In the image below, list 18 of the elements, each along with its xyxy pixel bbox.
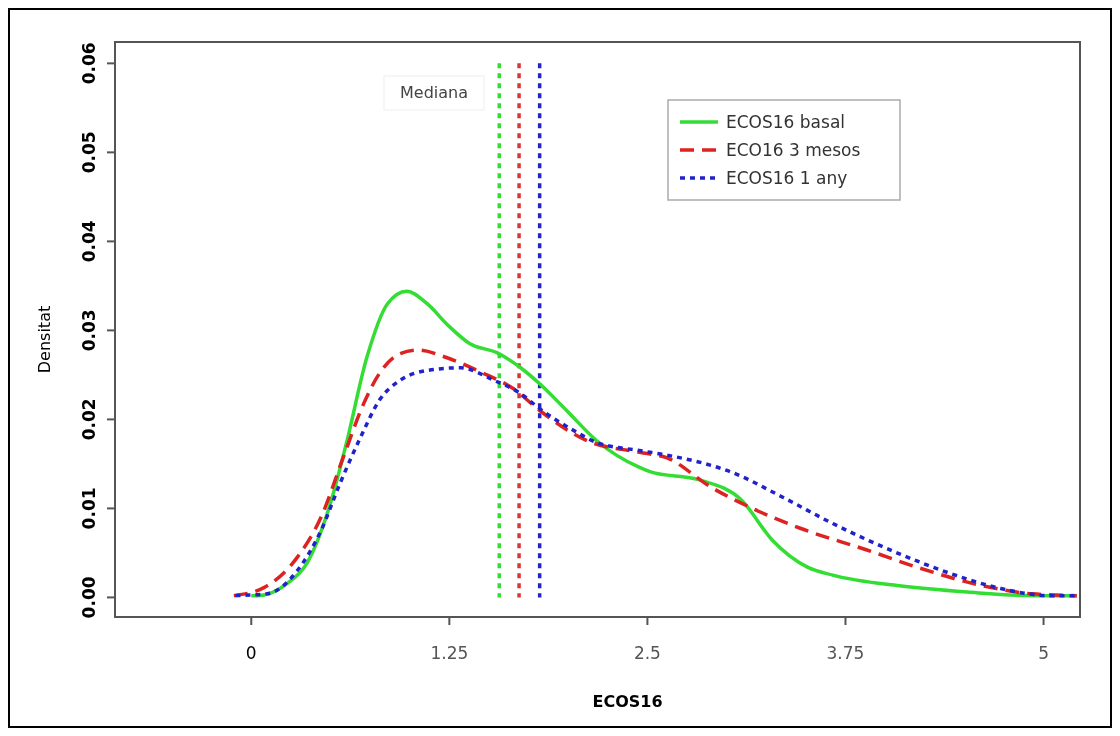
legend-label: ECOS16 1 any — [726, 168, 848, 188]
y-tick-label: 0.02 — [79, 398, 99, 441]
y-tick-label: 0.00 — [79, 576, 99, 619]
x-tick-label: 2.5 — [633, 643, 661, 663]
x-tick-label: 3.75 — [826, 643, 865, 663]
y-tick-label: 0.06 — [79, 42, 99, 85]
y-tick-label: 0.03 — [79, 309, 99, 352]
annotation: Mediana — [400, 83, 468, 102]
legend-label: ECOS16 basal — [726, 112, 846, 132]
x-tick-label: 1.25 — [430, 643, 469, 663]
y-tick-label: 0.05 — [79, 131, 99, 174]
x-axis-title: ECOS16 — [592, 692, 663, 711]
legend-label: ECO16 3 mesos — [726, 140, 861, 160]
y-tick-label: 0.04 — [79, 220, 99, 263]
x-tick-label: 5 — [1038, 643, 1049, 663]
y-tick-label: 0.01 — [79, 487, 99, 530]
y-axis-title: Densitat — [35, 305, 54, 374]
x-tick-label: 0 — [245, 643, 257, 663]
